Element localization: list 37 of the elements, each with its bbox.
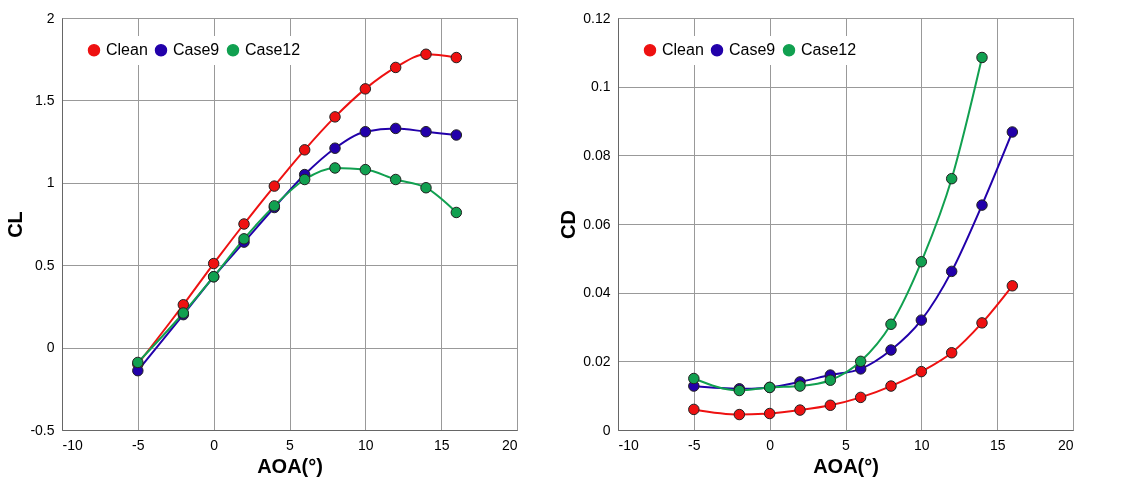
- y-tick-label: 2: [46, 9, 55, 26]
- y-tick-label: 0.02: [583, 352, 611, 369]
- legend-label: Clean: [106, 41, 148, 59]
- legend-label: Case9: [173, 41, 220, 59]
- legend-label: Case12: [801, 41, 857, 59]
- y-tick-label: 0: [46, 339, 55, 356]
- y-tick-label: 0.1: [591, 78, 611, 95]
- x-tick-label: -10: [62, 436, 83, 453]
- y-tick-label: 1: [46, 174, 55, 191]
- x-tick-label: 5: [286, 436, 295, 453]
- x-tick-label: -5: [688, 436, 701, 453]
- x-tick-label: -10: [618, 436, 639, 453]
- legend-label: Case12: [245, 41, 301, 59]
- x-tick-label: 20: [1057, 436, 1074, 453]
- x-tick-label: 5: [842, 436, 851, 453]
- y-tick-label: 0.06: [583, 215, 611, 232]
- x-tick-label: 0: [766, 436, 775, 453]
- y-tick-label: 1.5: [35, 91, 55, 108]
- x-tick-label: 10: [358, 436, 374, 453]
- y-axis-title: CD: [557, 210, 580, 239]
- x-tick-label: 10: [914, 436, 930, 453]
- y-tick-label: 0.5: [35, 256, 55, 273]
- y-tick-label: 0.08: [583, 146, 611, 163]
- y-tick-label: 0.12: [583, 9, 611, 26]
- x-tick-label: 15: [433, 436, 450, 453]
- x-tick-label: 0: [210, 436, 219, 453]
- y-tick-label: 0.04: [583, 284, 611, 301]
- legend-label: Clean: [662, 41, 704, 59]
- x-tick-label: -5: [132, 436, 145, 453]
- y-tick-label: 0: [602, 421, 611, 438]
- x-axis-title: AOA(°): [813, 454, 879, 477]
- legend-label: Case9: [729, 41, 776, 59]
- y-axis-title: CL: [4, 211, 27, 238]
- x-tick-label: 20: [501, 436, 518, 453]
- x-axis-title: AOA(°): [257, 454, 323, 477]
- x-tick-label: 15: [989, 436, 1006, 453]
- y-tick-label: -0.5: [30, 421, 55, 438]
